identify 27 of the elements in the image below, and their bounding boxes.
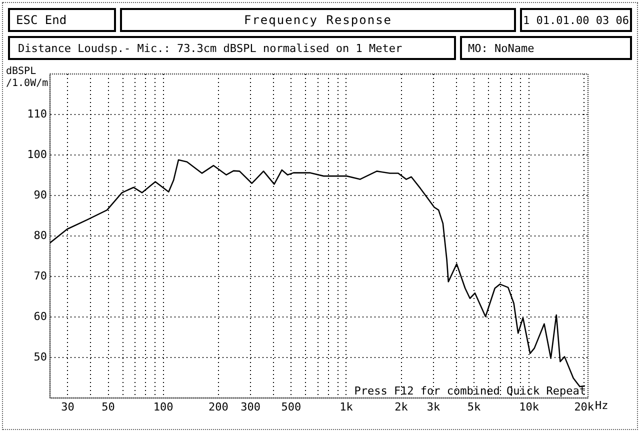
- y-tick-label: 80: [34, 228, 47, 242]
- x-tick-label: 10k: [519, 400, 540, 414]
- x-axis-title: Hz: [595, 399, 608, 412]
- chart-title: Frequency Response: [120, 8, 516, 32]
- text: MO: NoName: [460, 36, 632, 60]
- x-tick-label: 500: [281, 400, 302, 414]
- x-tick-label: 30: [61, 400, 74, 414]
- x-tick-label: 20k: [574, 400, 594, 414]
- chart-subtitle: Distance Loudsp.- Mic.: 73.3cm dBSPL normalised on 1 Meter: [8, 36, 456, 60]
- y-tick-label: 50: [34, 350, 47, 364]
- text: 1 01.01.00 03 06: [520, 8, 632, 32]
- y-tick-label: 90: [34, 188, 47, 202]
- x-tick-label: 2k: [394, 400, 408, 414]
- text: ESC End: [8, 8, 116, 32]
- annotation: Press F12 for combined Quick Repeat: [354, 384, 586, 398]
- x-tick-label: 100: [153, 400, 174, 414]
- y-tick-label: 60: [34, 310, 47, 323]
- x-tick-label: 3k: [426, 400, 440, 414]
- y-tick-label: 110: [27, 107, 47, 120]
- y-tick-label: 100: [27, 148, 47, 161]
- x-tick-label: 200: [208, 400, 228, 414]
- x-tick-label: 50: [102, 400, 115, 414]
- x-tick-label: 300: [240, 400, 261, 414]
- x-tick-label: 5k: [467, 400, 482, 414]
- y-tick-label: 70: [34, 269, 47, 282]
- x-tick-label: 1k: [340, 400, 354, 414]
- y-axis-title: dBSPL /1.0W/m: [6, 66, 50, 90]
